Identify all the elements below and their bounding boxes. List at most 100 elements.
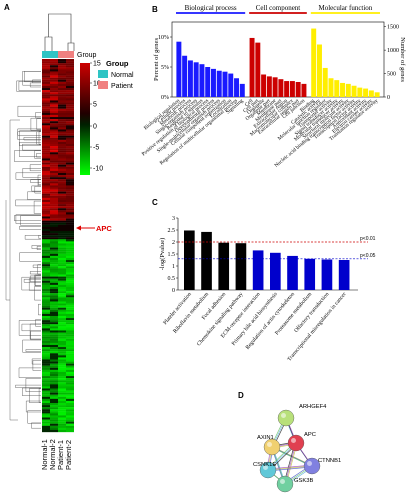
network-node-highlight [291, 438, 296, 443]
heatmap-cell [42, 415, 50, 418]
heatmap-cell [42, 226, 50, 230]
network-node-csnk1e[interactable]: CSNK1E [253, 461, 276, 479]
heatmap-cell [58, 94, 66, 97]
network-node-arhgef4[interactable]: ARHGEF4 [277, 404, 327, 427]
dendrogram-branch [31, 358, 41, 365]
heatmap-cell [42, 166, 50, 169]
dendrogram-branch [29, 278, 41, 291]
heatmap-cell [42, 170, 50, 174]
heatmap-cell [66, 143, 74, 147]
heatmap-cell [42, 347, 50, 350]
pathway-bar [287, 255, 298, 290]
heatmap-cell [42, 270, 50, 273]
heatmap-cell [58, 241, 66, 244]
heatmap-cell [42, 61, 50, 64]
network-node-apc[interactable]: APC [287, 432, 316, 452]
heatmap-cell [58, 133, 66, 136]
heatmap-cell [42, 328, 50, 331]
heatmap-cell [42, 230, 50, 234]
heatmap-cell [58, 384, 66, 387]
go-bar [261, 74, 267, 97]
heatmap-cell [58, 347, 66, 350]
heatmap-cell [50, 218, 58, 221]
pathway-bar [270, 252, 281, 290]
heatmap-cell [42, 143, 50, 147]
heatmap-cell [50, 427, 58, 431]
heatmap-cell [66, 332, 74, 335]
heatmap-cell [42, 135, 50, 138]
heatmap-cell [42, 423, 50, 426]
heatmap-cell [58, 148, 66, 151]
heatmap-cell [50, 114, 58, 118]
heatmap-cell [42, 349, 50, 352]
heatmap-cell [58, 274, 66, 277]
plot-frame [171, 21, 385, 98]
dendrogram-branch [36, 246, 41, 250]
heatmap-cell [66, 311, 74, 315]
heatmap-cell [66, 152, 74, 155]
dendrogram-branch [38, 304, 41, 316]
heatmap-cell [50, 187, 58, 190]
go-bar [345, 83, 351, 98]
legend-swatch-normal [98, 70, 108, 78]
heatmap-cell [50, 268, 58, 271]
heatmap-cell [58, 102, 66, 105]
network-node-gsk3b[interactable]: GSK3B [276, 475, 313, 493]
heatmap-cell [58, 152, 66, 155]
dendrogram-branch [22, 387, 41, 396]
heatmap-cell [42, 417, 50, 420]
heatmap-cell [66, 67, 74, 70]
heatmap-cell [42, 278, 50, 281]
heatmap-cell [58, 324, 66, 327]
heatmap-cell [50, 419, 58, 422]
heatmap-cell [42, 168, 50, 172]
heatmap-cell [66, 262, 74, 265]
heatmap-cell [50, 228, 58, 232]
heatmap-cell [66, 226, 74, 230]
heatmap-cell [42, 429, 50, 433]
heatmap-cell [58, 380, 66, 383]
heatmap-cell [58, 251, 66, 254]
heatmap-cell [66, 90, 74, 93]
network-node-ctnnb1[interactable]: CTNNB1 [303, 457, 341, 475]
legend-swatch-patient [98, 81, 108, 89]
network-node-axin1[interactable]: AXIN1 [257, 435, 281, 456]
heatmap-cell [58, 255, 66, 259]
dendrogram-branch [38, 130, 41, 145]
heatmap-cell [66, 322, 74, 325]
heatmap-cell [50, 83, 58, 87]
go-bar [284, 81, 290, 97]
heatmap-cell [42, 193, 50, 196]
heatmap-cell [50, 384, 58, 387]
heatmap-cell [58, 61, 66, 64]
heatmap-cell [66, 119, 74, 122]
dendrogram-branch [14, 215, 41, 221]
dendrogram-branch [24, 71, 41, 82]
heatmap-cell [50, 102, 58, 105]
heatmap-cell [58, 104, 66, 107]
heatmap-cell [50, 172, 58, 176]
heatmap-cell [42, 344, 50, 348]
heatmap-cell [58, 96, 66, 99]
heatmap-cell [58, 293, 66, 296]
heatmap-cell [42, 353, 50, 356]
heatmap-cell [58, 313, 66, 317]
heatmap-cell [58, 185, 66, 188]
heatmap-cell [50, 148, 58, 151]
heatmap-cell [66, 315, 74, 319]
heatmap-cell [42, 112, 50, 116]
heatmap-cell [58, 237, 66, 240]
heatmap-cell [50, 112, 58, 116]
heatmap-cell [42, 386, 50, 389]
heatmap-cell [42, 421, 50, 424]
heatmap-cell [66, 411, 74, 414]
heatmap-cell [66, 197, 74, 201]
heatmap-cell [50, 349, 58, 352]
heatmap-cell [66, 175, 74, 178]
go-bar [205, 67, 211, 97]
legend-title: Group [106, 59, 129, 68]
heatmap-cell [50, 123, 58, 126]
heatmap-cell [42, 334, 50, 337]
heatmap-cell [58, 396, 66, 399]
